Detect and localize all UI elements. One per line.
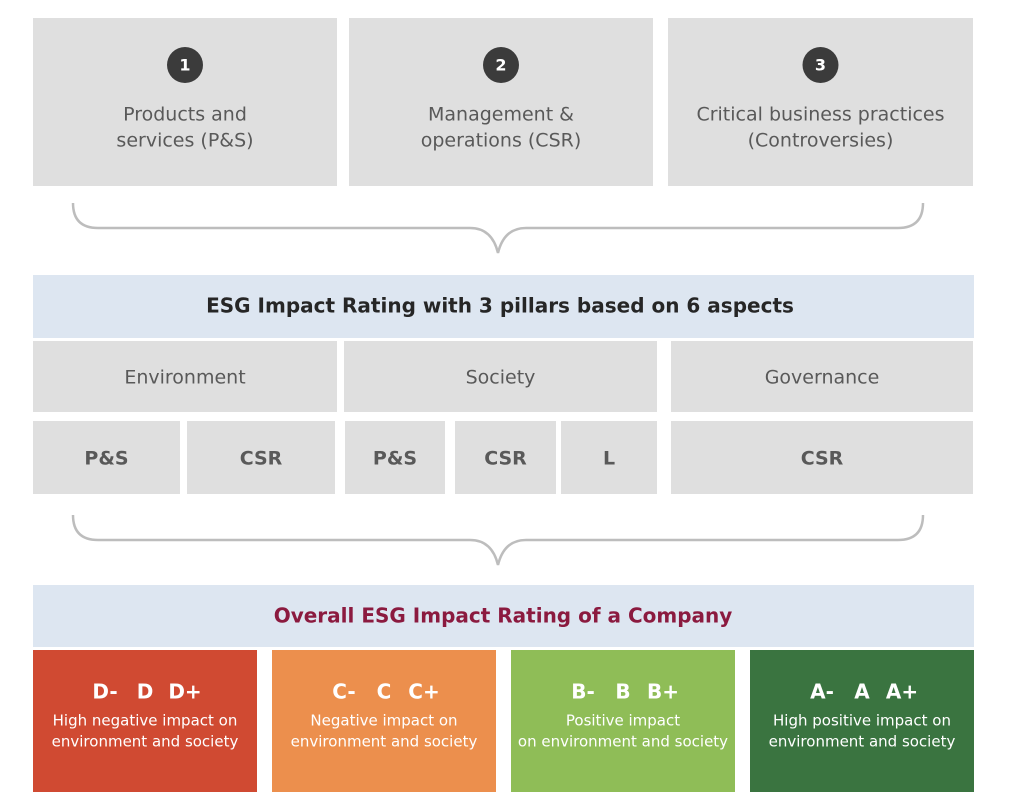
rating-box	[750, 650, 974, 792]
grade: D+	[168, 680, 201, 704]
aspect-name: P&S	[84, 448, 128, 470]
rating-box	[33, 650, 257, 792]
grade: C-	[332, 680, 355, 704]
step-label: services (P&S)	[116, 130, 253, 152]
pillar-box	[344, 341, 657, 412]
grade: A	[854, 680, 870, 704]
grade: D	[137, 680, 154, 704]
overall-title: Overall ESG Impact Rating of a Company	[274, 604, 733, 628]
rating-description: High negative impact on	[53, 712, 238, 730]
rating-description: High positive impact on	[773, 712, 951, 730]
step-label: operations (CSR)	[421, 130, 582, 152]
aspect-name: L	[603, 448, 615, 470]
step-badge	[802, 47, 839, 83]
pillar-box	[671, 341, 973, 412]
rating-description: environment and society	[291, 733, 478, 751]
step-box	[349, 18, 653, 186]
overall-header	[33, 585, 974, 647]
rating-box	[511, 650, 735, 792]
step-badge	[483, 47, 519, 83]
rating-description: environment and society	[52, 733, 239, 751]
step-label: Management &	[428, 104, 574, 126]
grade: C	[377, 680, 392, 704]
step-label: Critical business practices	[696, 104, 944, 126]
brace	[71, 514, 925, 566]
rating-description: Positive impact	[566, 712, 680, 730]
pillar-name: Society	[466, 367, 536, 389]
aspect-box	[33, 421, 180, 494]
aspect-box	[671, 421, 973, 494]
step-label: (Controversies)	[748, 130, 894, 152]
aspect-box	[345, 421, 445, 494]
rating-title: ESG Impact Rating with 3 pillars based o…	[206, 294, 794, 318]
rating-description: Negative impact on	[310, 712, 457, 730]
aspect-box	[187, 421, 335, 494]
step-number: 2	[495, 56, 506, 75]
step-box	[668, 18, 973, 186]
grade: D-	[92, 680, 117, 704]
grade: A+	[886, 680, 918, 704]
aspect-name: P&S	[373, 448, 417, 470]
aspect-box	[455, 421, 556, 494]
brace	[71, 202, 925, 254]
grade: B	[615, 680, 630, 704]
pillar-name: Governance	[765, 367, 880, 389]
pillar-name: Environment	[124, 367, 245, 389]
rating-box	[272, 650, 496, 792]
grade: C+	[408, 680, 439, 704]
grade: A-	[810, 680, 834, 704]
step-number: 1	[179, 56, 190, 75]
rating-header	[33, 275, 974, 338]
step-badge	[167, 47, 203, 83]
rating-description: environment and society	[769, 733, 956, 751]
aspect-box	[561, 421, 657, 494]
step-box	[33, 18, 337, 186]
grade: B+	[647, 680, 679, 704]
step-label: Products and	[123, 104, 247, 126]
aspect-name: CSR	[240, 448, 283, 470]
aspect-name: CSR	[801, 448, 844, 470]
rating-description: on environment and society	[518, 733, 728, 751]
step-number: 3	[815, 56, 826, 75]
aspect-name: CSR	[484, 448, 527, 470]
pillar-box	[33, 341, 337, 412]
grade: B-	[571, 680, 595, 704]
